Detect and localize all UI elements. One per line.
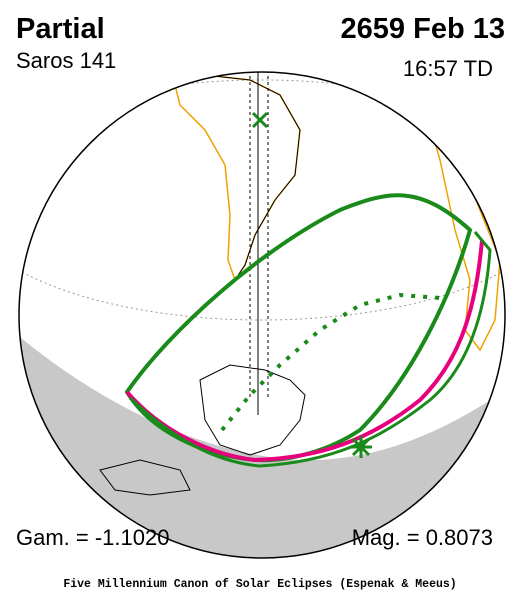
eclipse-type: Partial [16,13,105,45]
max-eclipse-curve [125,239,484,463]
subsolar-point [251,111,269,129]
saros: Saros 141 [16,48,116,73]
gamma: Gam. = -1.1020 [16,525,169,550]
latitude-line [19,79,505,321]
globe-outline [18,71,506,559]
antarctica [199,364,306,456]
greatest-eclipse-point [350,436,372,458]
australia [99,459,191,496]
date: 2659 Feb 13 [341,13,505,45]
greatest-eclipse-path [220,292,441,432]
time: 16:57 TD [403,56,493,81]
eclipse-limit-outer [128,231,492,468]
globe [19,72,505,558]
magnitude: Mag. = 0.8073 [352,525,493,550]
credit: Five Millennium Canon of Solar Eclipses … [63,578,456,591]
